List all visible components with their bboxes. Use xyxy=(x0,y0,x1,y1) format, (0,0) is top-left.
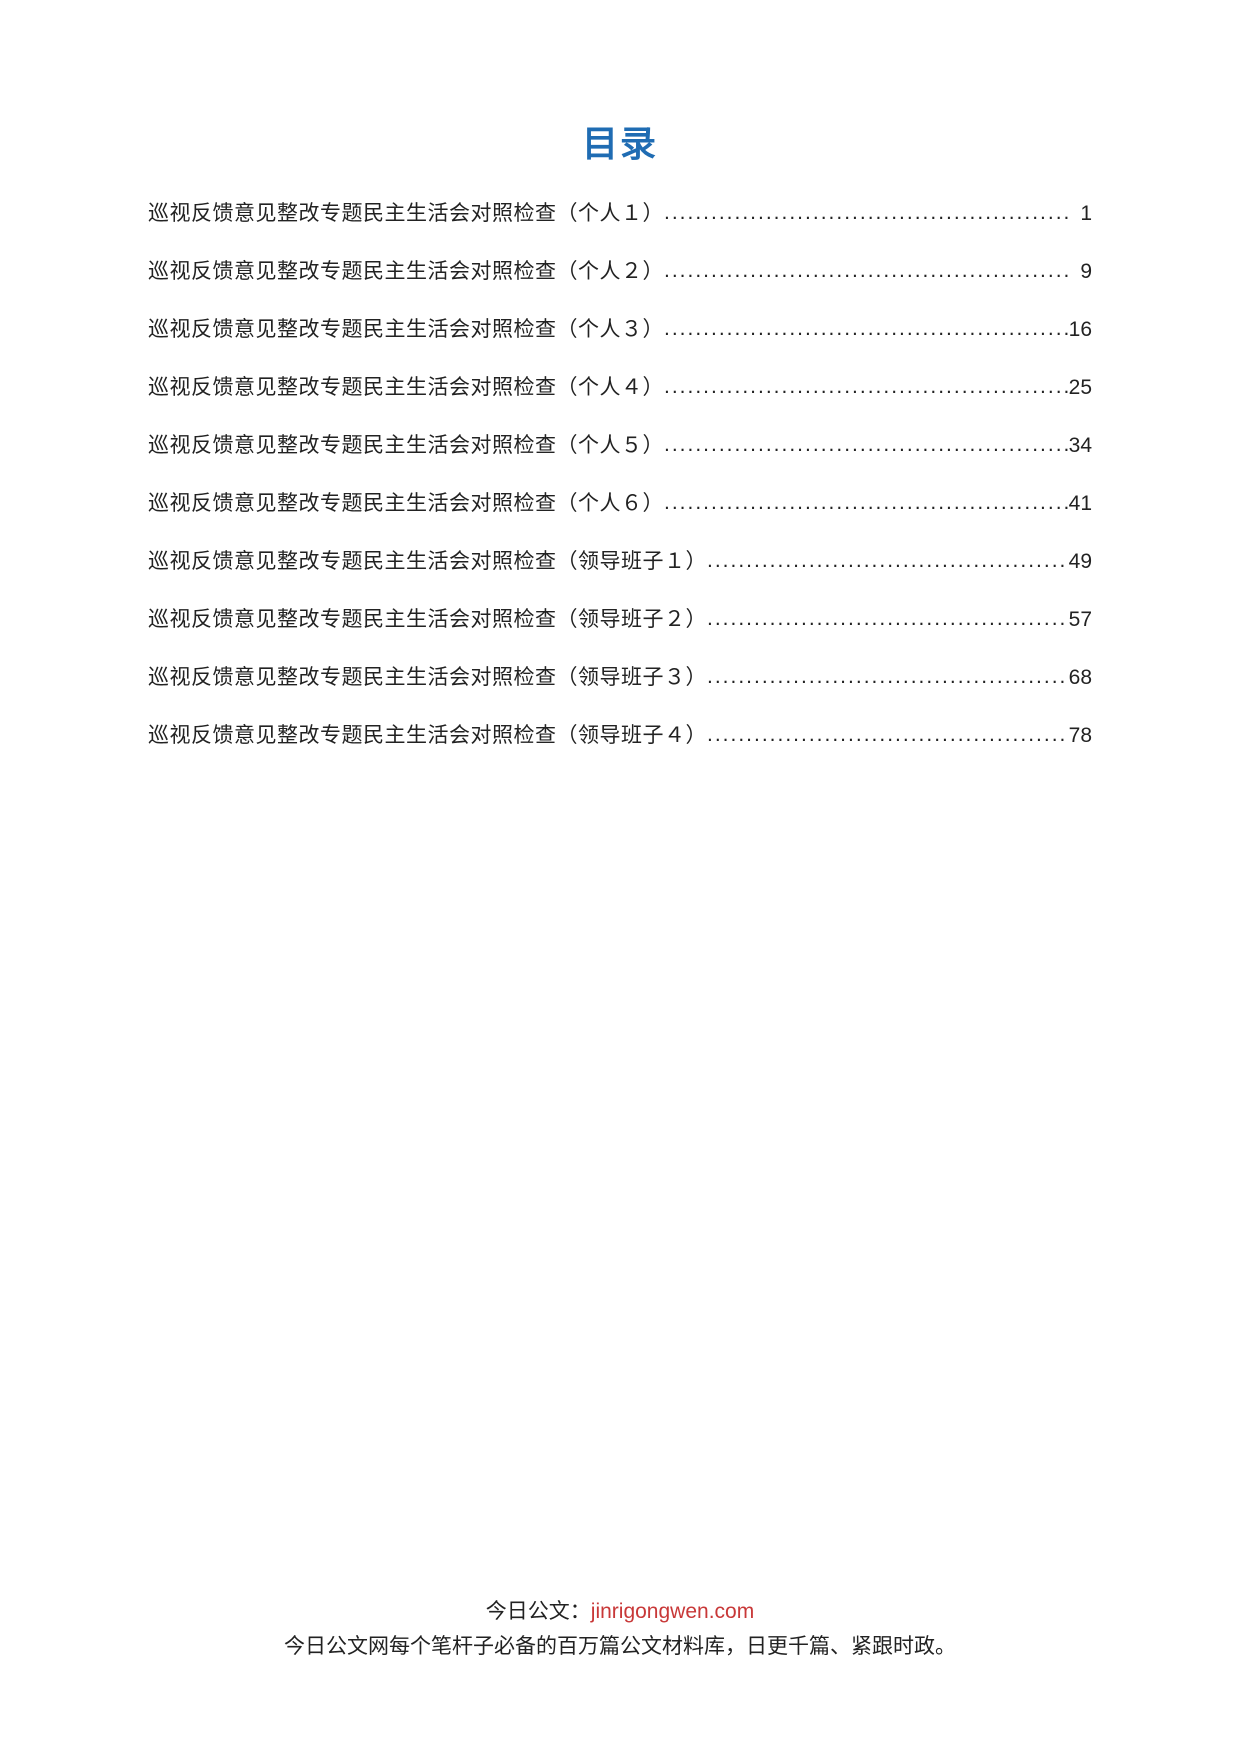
toc-leader-dots xyxy=(664,433,1069,457)
toc-entry-page: 49 xyxy=(1069,550,1092,574)
footer-tagline: 今日公文网每个笔杆子必备的百万篇公文材料库，日更千篇、紧跟时政。 xyxy=(0,1630,1240,1664)
toc-entry-page: 78 xyxy=(1069,724,1092,748)
toc-entry-title: 巡视反馈意见整改专题民主生活会对照检查（领导班子３） xyxy=(148,661,707,691)
toc-heading: 目录 xyxy=(148,115,1092,167)
toc-entry[interactable]: 巡视反馈意见整改专题民主生活会对照检查（个人４） 25 xyxy=(148,371,1092,401)
toc-entry-page: 16 xyxy=(1069,318,1092,342)
page-container: 目录 巡视反馈意见整改专题民主生活会对照检查（个人１）1巡视反馈意见整改专题民主… xyxy=(0,0,1240,1754)
toc-entry-title: 巡视反馈意见整改专题民主生活会对照检查（领导班子１） xyxy=(148,545,707,575)
toc-entry-page: 68 xyxy=(1069,666,1092,690)
toc-leader-dots xyxy=(664,317,1069,341)
toc-entry-page: 1 xyxy=(1072,202,1092,226)
toc-list: 巡视反馈意见整改专题民主生活会对照检查（个人１）1巡视反馈意见整改专题民主生活会… xyxy=(148,197,1092,777)
toc-entry-title: 巡视反馈意见整改专题民主生活会对照检查（个人５） xyxy=(148,429,664,459)
footer-domain[interactable]: jinrigongwen.com xyxy=(591,1600,754,1623)
toc-entry-page: 41 xyxy=(1069,492,1092,516)
toc-entry[interactable]: 巡视反馈意见整改专题民主生活会对照检查（个人２） 9 xyxy=(148,255,1092,285)
toc-entry-page: 25 xyxy=(1069,376,1092,400)
toc-leader-dots xyxy=(707,607,1069,631)
toc-entry-title: 巡视反馈意见整改专题民主生活会对照检查（个人１） xyxy=(148,197,664,227)
footer-label: 今日公文： xyxy=(486,1600,591,1623)
toc-entry[interactable]: 巡视反馈意见整改专题民主生活会对照检查（领导班子３） 68 xyxy=(148,661,1092,691)
toc-leader-dots xyxy=(664,259,1072,283)
toc-entry-title: 巡视反馈意见整改专题民主生活会对照检查（个人６） xyxy=(148,487,664,517)
toc-entry[interactable]: 巡视反馈意见整改专题民主生活会对照检查（个人５） 34 xyxy=(148,429,1092,459)
toc-entry[interactable]: 巡视反馈意见整改专题民主生活会对照检查（领导班子１） 49 xyxy=(148,545,1092,575)
toc-entry-title: 巡视反馈意见整改专题民主生活会对照检查（领导班子２） xyxy=(148,603,707,633)
toc-entry-page: 9 xyxy=(1072,260,1092,284)
toc-entry[interactable]: 巡视反馈意见整改专题民主生活会对照检查（个人３） 16 xyxy=(148,313,1092,343)
toc-leader-dots xyxy=(664,375,1069,399)
toc-leader-dots xyxy=(664,491,1069,515)
toc-entry-page: 34 xyxy=(1069,434,1092,458)
toc-leader-dots xyxy=(707,665,1069,689)
toc-entry[interactable]: 巡视反馈意见整改专题民主生活会对照检查（个人１） 1 xyxy=(148,197,1092,227)
page-footer: 今日公文：jinrigongwen.com 今日公文网每个笔杆子必备的百万篇公文… xyxy=(0,1595,1240,1664)
toc-leader-dots xyxy=(707,723,1069,747)
toc-entry[interactable]: 巡视反馈意见整改专题民主生活会对照检查（个人６） 41 xyxy=(148,487,1092,517)
toc-entry[interactable]: 巡视反馈意见整改专题民主生活会对照检查（领导班子４） 78 xyxy=(148,719,1092,749)
toc-entry[interactable]: 巡视反馈意见整改专题民主生活会对照检查（领导班子２） 57 xyxy=(148,603,1092,633)
toc-leader-dots xyxy=(664,201,1072,225)
toc-entry-title: 巡视反馈意见整改专题民主生活会对照检查（个人３） xyxy=(148,313,664,343)
toc-entry-title: 巡视反馈意见整改专题民主生活会对照检查（领导班子４） xyxy=(148,719,707,749)
toc-entry-page: 57 xyxy=(1069,608,1092,632)
toc-leader-dots xyxy=(707,549,1069,573)
footer-line-1: 今日公文：jinrigongwen.com xyxy=(0,1595,1240,1629)
toc-entry-title: 巡视反馈意见整改专题民主生活会对照检查（个人４） xyxy=(148,371,664,401)
toc-entry-title: 巡视反馈意见整改专题民主生活会对照检查（个人２） xyxy=(148,255,664,285)
